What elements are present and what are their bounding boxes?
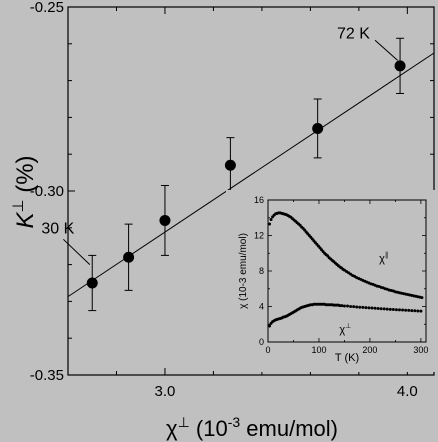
inset-series-label: χ⊥ bbox=[339, 323, 351, 336]
chi-parallel-point bbox=[268, 222, 272, 226]
chi-perp-point bbox=[340, 304, 344, 308]
chi-parallel-point bbox=[269, 218, 273, 222]
chi-perp-point bbox=[352, 305, 356, 309]
inset-y-tick-label: 16 bbox=[254, 195, 264, 205]
chi-perp-point bbox=[364, 306, 368, 310]
main-y-tick-label: -0.25 bbox=[30, 0, 64, 16]
data-point bbox=[86, 277, 98, 289]
chi-perp-point bbox=[416, 309, 420, 313]
main-chart: 3.0 4.0 -0.25 -0.30 -0.35 30 K 72 K χ⊥ (10-3 … bbox=[10, 0, 435, 441]
chi-perp-point bbox=[410, 309, 414, 313]
inset-tick-labels: 0 100 200 300 0 4 8 12 16 bbox=[254, 195, 428, 355]
inset-x-axis-label: T (K) bbox=[335, 352, 359, 364]
main-y-tick-label: -0.30 bbox=[30, 183, 64, 200]
annotation-pointer bbox=[374, 39, 398, 61]
inset-chart: 0 100 200 300 0 4 8 12 16 χ∥ χ⊥ T (K) χ (10-3 emu… bbox=[226, 190, 436, 372]
chi-perp-point bbox=[413, 309, 417, 313]
chi-perp-point bbox=[419, 309, 423, 313]
inset-x-tick-label: 300 bbox=[413, 345, 428, 355]
chi-perp-point bbox=[379, 307, 383, 311]
chi-parallel-point bbox=[420, 296, 424, 300]
chi-perp-point bbox=[367, 306, 371, 310]
chi-perp-point bbox=[355, 305, 359, 309]
inset-y-tick-label: 12 bbox=[254, 231, 264, 241]
chi-perp-point bbox=[376, 306, 380, 310]
data-point bbox=[312, 122, 324, 134]
chi-perp-point bbox=[391, 308, 395, 312]
inset-y-tick-label: 0 bbox=[259, 337, 264, 347]
inset-series-label: χ∥ bbox=[379, 251, 388, 265]
main-x-axis-label: χ⊥ (10-3 emu/mol) bbox=[166, 414, 338, 441]
data-point bbox=[123, 251, 135, 263]
chi-perp-point bbox=[401, 308, 405, 312]
data-point bbox=[224, 159, 236, 171]
chi-perp-point bbox=[349, 305, 353, 308]
chi-perp-point bbox=[361, 305, 365, 309]
chi-perp-point bbox=[342, 304, 346, 308]
inset-data-points bbox=[268, 211, 424, 328]
main-y-axis-label: K⊥ (%) bbox=[10, 155, 39, 228]
chi-perp-point bbox=[373, 306, 377, 310]
inset-y-tick-label: 8 bbox=[259, 266, 264, 276]
chi-perp-point bbox=[382, 307, 386, 311]
chi-perp-point bbox=[397, 308, 401, 312]
chi-perp-point bbox=[358, 305, 362, 309]
data-point bbox=[394, 60, 406, 72]
inset-x-tick-label: 200 bbox=[362, 345, 377, 355]
inset-series-labels: χ∥ χ⊥ bbox=[339, 251, 388, 336]
inset-x-tick-label: 100 bbox=[311, 345, 326, 355]
annotation-pointer bbox=[62, 238, 91, 265]
data-point bbox=[159, 214, 171, 226]
annotation-label: 72 K bbox=[337, 25, 370, 42]
chi-perp-point bbox=[404, 308, 408, 312]
chi-perp-point bbox=[407, 308, 411, 312]
chi-perp-point bbox=[388, 307, 392, 311]
main-x-tick-label: 3.0 bbox=[155, 383, 176, 400]
main-x-tick-label: 4.0 bbox=[397, 383, 418, 400]
annotation-label: 30 K bbox=[41, 220, 74, 237]
chi-perp-point bbox=[394, 308, 398, 312]
main-data-points bbox=[86, 37, 406, 312]
inset-x-tick-label: 0 bbox=[265, 345, 270, 355]
main-annotations: 30 K 72 K bbox=[41, 25, 398, 265]
inset-y-axis-label: χ (10-3 emu/mol) bbox=[238, 233, 249, 309]
inset-axis-ticks bbox=[267, 199, 426, 343]
chi-perp-point bbox=[370, 306, 374, 310]
main-y-tick-label: -0.35 bbox=[30, 367, 64, 384]
chi-perp-point bbox=[268, 324, 272, 328]
inset-y-tick-label: 4 bbox=[259, 302, 264, 312]
chi-perp-point bbox=[385, 307, 389, 311]
inset-panel bbox=[226, 190, 436, 372]
chi-perp-point bbox=[346, 304, 350, 308]
main-tick-labels: 3.0 4.0 -0.25 -0.30 -0.35 bbox=[30, 0, 418, 400]
